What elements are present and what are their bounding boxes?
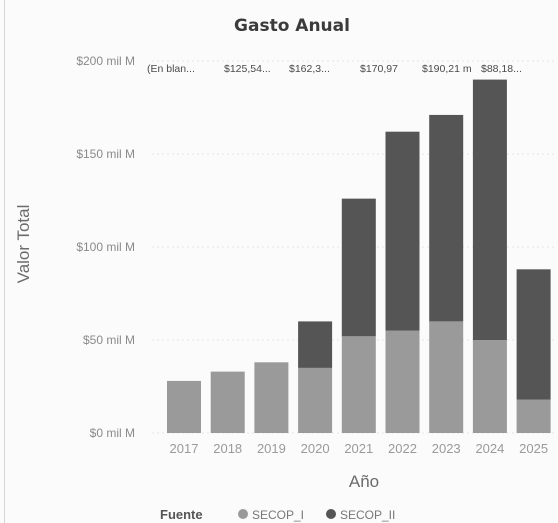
bar-secop-i-2017 [167, 380, 201, 433]
bar-secop-i-2019 [254, 362, 289, 433]
x-tick-label: 2018 [213, 441, 242, 456]
bar-secop-ii-2020 [298, 321, 333, 368]
y-axis-ticks: $0 mil M $50 mil M $100 mil M $150 mil M $20… [76, 54, 135, 440]
bar-secop-i-2024 [472, 340, 507, 433]
bar-secop-ii-2025 [516, 269, 551, 400]
y-tick-label: $50 mil M [83, 333, 135, 347]
legend-label: SECOP_I [252, 508, 304, 522]
y-axis-title: Valor Total [14, 205, 33, 284]
data-label: $190,21 m [422, 63, 472, 75]
bars [167, 79, 551, 433]
data-label: $162,3... [289, 63, 330, 75]
data-label: $170,97 [360, 63, 398, 75]
x-tick-label: 2023 [432, 441, 461, 456]
x-axis-ticks: 2017 2018 2019 2020 2021 2022 2023 2024 2025 [170, 441, 549, 456]
bar-secop-ii-2024 [472, 79, 507, 340]
bar-secop-i-2025 [516, 399, 551, 433]
bar-secop-i-2020 [298, 367, 333, 433]
x-axis-title: Año [349, 472, 379, 491]
data-label: (En blan... [147, 63, 195, 75]
y-tick-label: $0 mil M [90, 426, 135, 440]
x-tick-label: 2025 [519, 441, 548, 456]
legend-marker-secop-i [238, 509, 248, 519]
x-tick-label: 2019 [257, 441, 286, 456]
panel-border [4, 0, 5, 523]
bar-secop-ii-2023 [429, 114, 464, 322]
data-labels: (En blan... $125,54... $162,3... $170,97 $19… [147, 63, 522, 75]
y-tick-label: $200 mil M [76, 54, 135, 68]
x-tick-label: 2022 [388, 441, 417, 456]
bar-secop-i-2022 [385, 330, 420, 433]
bar-secop-i-2023 [429, 321, 464, 433]
chart-title: Gasto Anual [234, 16, 350, 36]
data-label: $125,54... [224, 63, 271, 75]
legend-marker-secop-ii [326, 509, 336, 519]
y-tick-label: $150 mil M [76, 147, 135, 161]
bar-secop-ii-2022 [385, 131, 420, 331]
bar-secop-ii-2021 [341, 198, 376, 337]
x-tick-label: 2017 [170, 441, 199, 456]
x-tick-label: 2021 [344, 441, 373, 456]
y-tick-label: $100 mil M [76, 240, 135, 254]
bar-secop-i-2018 [210, 371, 245, 433]
legend-label: SECOP_II [340, 508, 395, 522]
bar-secop-i-2021 [341, 336, 376, 433]
x-tick-label: 2020 [301, 441, 330, 456]
data-label: $88,18... [481, 63, 522, 75]
legend-title: Fuente [160, 507, 203, 522]
legend: Fuente SECOP_I SECOP_II [160, 507, 395, 522]
x-tick-label: 2024 [475, 441, 504, 456]
